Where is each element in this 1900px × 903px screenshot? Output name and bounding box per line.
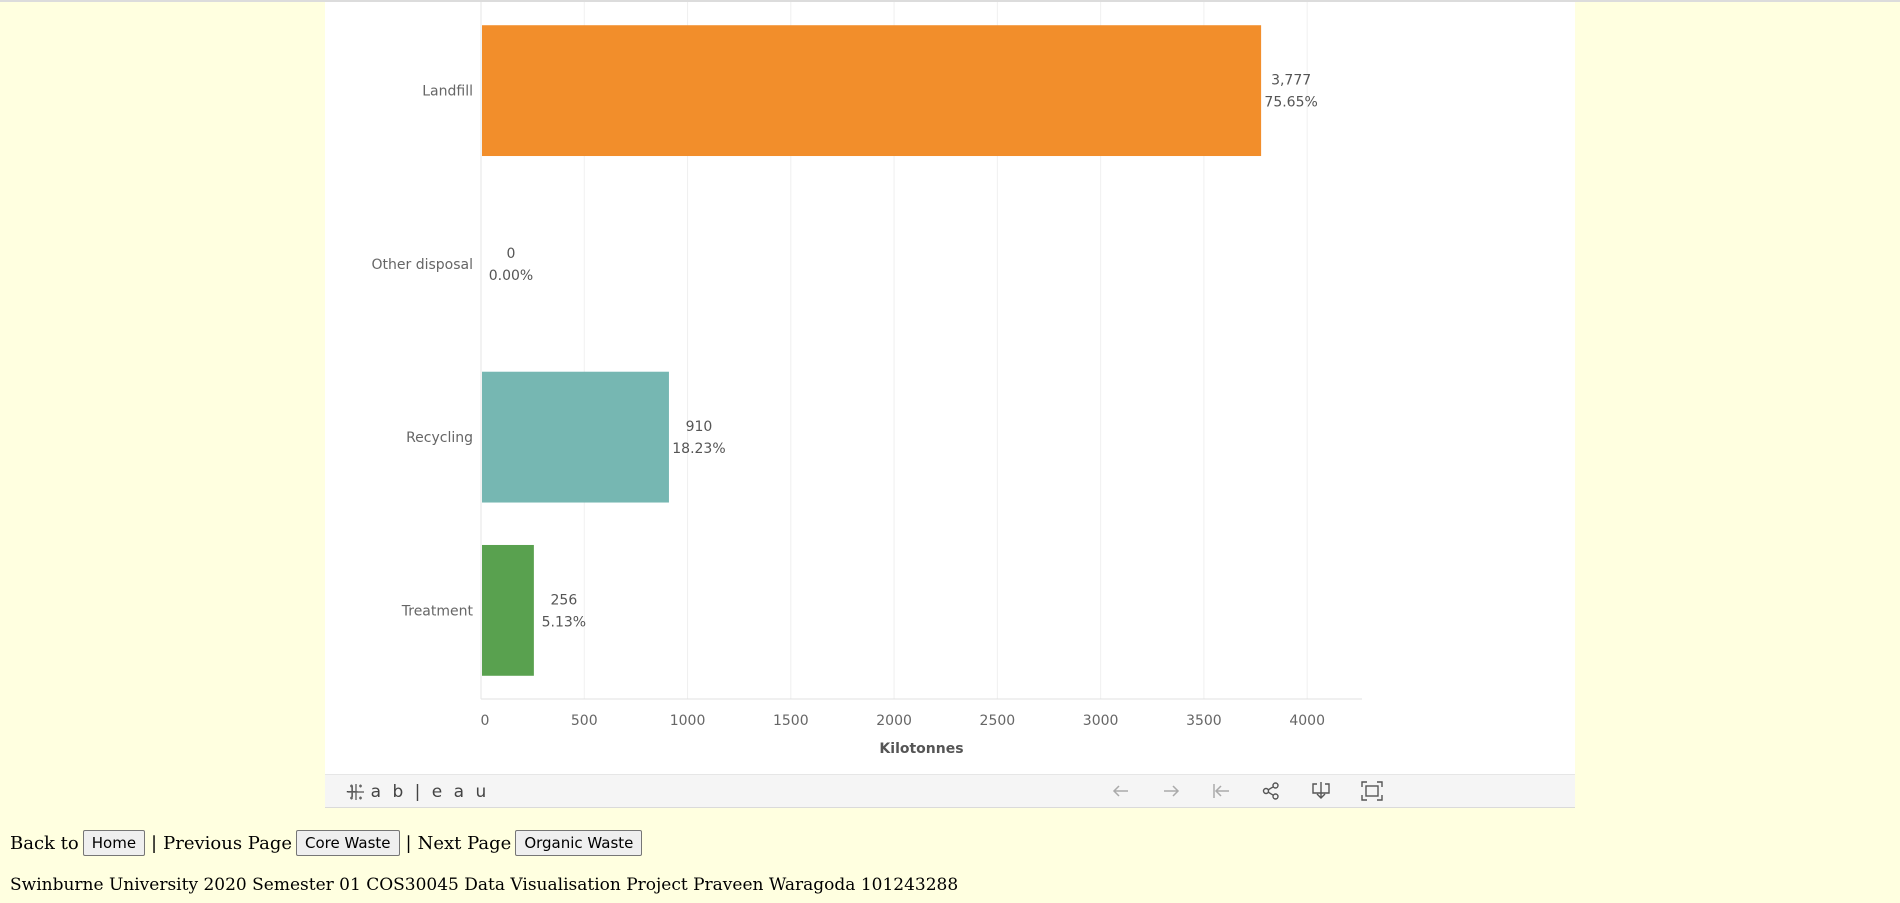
home-button[interactable]: Home [82,830,146,856]
redo-button[interactable] [1161,781,1185,803]
download-icon [1312,782,1330,799]
x-axis: 0 500 1000 1500 2000 2500 3000 3500 4000 Kilotonn… [480,2,1362,757]
fullscreen-button[interactable] [1361,781,1385,803]
bars [482,25,1262,676]
next-page-text: Next Page [417,832,512,854]
value-label: 3,777 [1271,73,1311,89]
nav-separator: | [405,832,412,854]
x-tick-label: 2000 [876,713,912,729]
previous-page-text: Previous Page [163,832,293,854]
bar[interactable] [482,371,669,503]
revert-button[interactable] [1211,781,1235,803]
tableau-logo[interactable]: + a b | e a u [345,781,489,803]
bar[interactable] [482,544,534,676]
page-navigation: Back to Home | Previous Page Core Waste … [10,829,646,857]
bar-chart[interactable]: 3,777 75.65% 0 0.00% 910 18.23% 256 5.13% Landf… [325,2,1575,774]
x-tick-label: 0 [481,713,490,729]
tableau-logo-icon [348,784,364,800]
value-label: 256 [551,592,578,608]
x-tick-label: 500 [571,713,598,729]
value-label: 910 [686,419,713,435]
share-icon [1262,782,1279,800]
share-button[interactable] [1261,781,1285,803]
percent-label: 5.13% [542,614,586,630]
x-tick-label: 3000 [1083,713,1119,729]
value-label: 0 [507,246,516,262]
x-tick-label: 1000 [670,713,706,729]
next-page-button[interactable]: Organic Waste [515,830,643,856]
category-labels: Landfill Other disposal Recycling Treatment [372,84,474,620]
x-axis-title: Kilotonnes [879,741,963,757]
percent-label: 75.65% [1264,95,1317,111]
category-label: Recycling [406,430,473,446]
category-label: Landfill [422,84,473,100]
percent-label: 18.23% [672,441,725,457]
back-to-text: Back to [10,832,79,854]
x-tick-label: 4000 [1289,713,1325,729]
undo-icon [1112,785,1128,797]
tableau-viz[interactable]: 3,777 75.65% 0 0.00% 910 18.23% 256 5.13% Landf… [325,2,1575,808]
tableau-wordmark: + a b | e a u [345,782,490,802]
download-button[interactable] [1311,781,1335,803]
data-labels: 3,777 75.65% 0 0.00% 910 18.23% 256 5.13% [489,73,1318,631]
fullscreen-icon [1361,781,1383,801]
category-label: Treatment [401,603,474,619]
x-tick-label: 1500 [773,713,809,729]
revert-icon [1213,784,1229,798]
undo-button[interactable] [1111,781,1135,803]
footer-credit: Swinburne University 2020 Semester 01 CO… [10,875,959,895]
x-tick-label: 2500 [980,713,1016,729]
nav-separator: | [151,832,158,854]
top-border [0,0,1900,2]
bar[interactable] [482,25,1262,157]
previous-page-button[interactable]: Core Waste [296,830,400,856]
x-tick-label: 3500 [1186,713,1222,729]
category-label: Other disposal [372,257,474,273]
redo-icon [1164,785,1180,797]
percent-label: 0.00% [489,268,533,284]
tableau-toolbar: + a b | e a u [325,774,1575,808]
